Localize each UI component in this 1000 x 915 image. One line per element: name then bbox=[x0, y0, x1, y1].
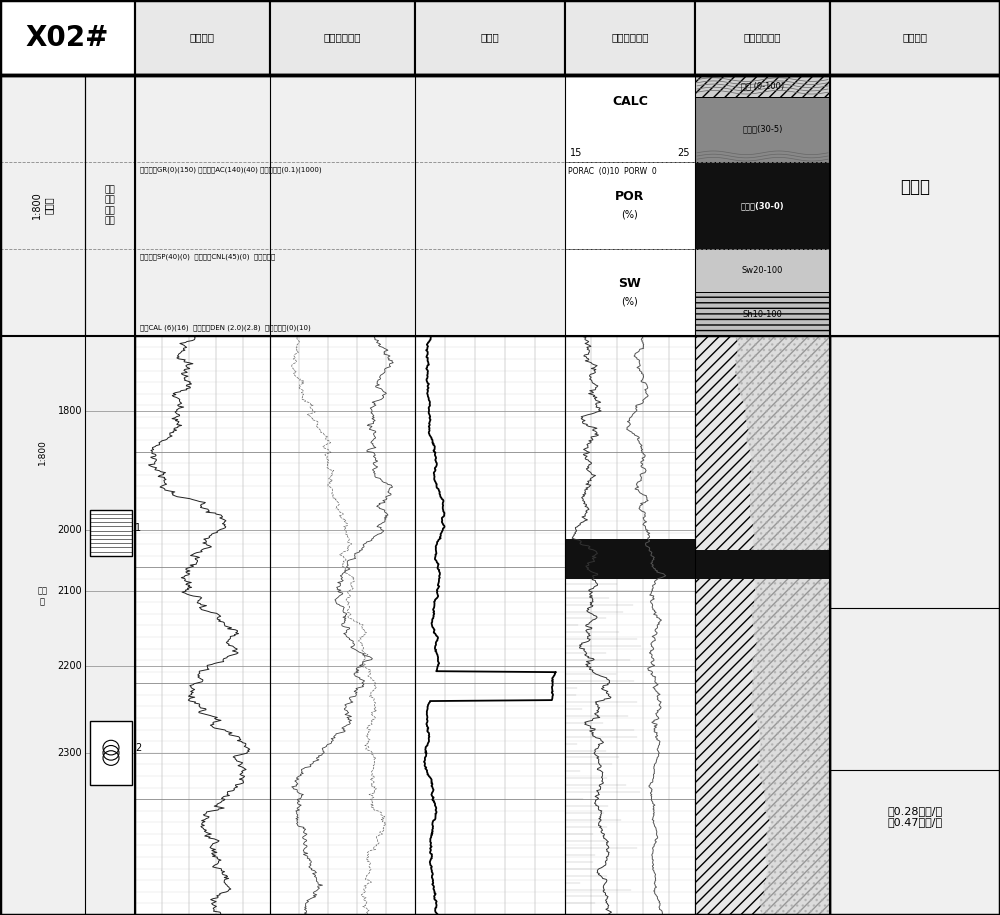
Text: 束缚气(30-0): 束缚气(30-0) bbox=[741, 201, 784, 210]
Bar bbox=[695, 336, 830, 915]
Text: 15: 15 bbox=[570, 148, 582, 158]
Bar bbox=[695, 97, 830, 162]
Bar bbox=[135, 336, 830, 915]
Text: POR: POR bbox=[615, 189, 645, 203]
Text: 岩性体积分析: 岩性体积分析 bbox=[744, 33, 781, 42]
Text: CALC: CALC bbox=[612, 94, 648, 108]
Text: 灰岩 (0-100): 灰岩 (0-100) bbox=[741, 81, 784, 91]
Text: PORAC  (0)10  PORW  0: PORAC (0)10 PORW 0 bbox=[568, 167, 657, 176]
Bar bbox=[695, 0, 830, 75]
Text: X02#: X02# bbox=[26, 24, 109, 51]
Text: 2200: 2200 bbox=[57, 661, 82, 671]
Text: 裂缝
参数
综合
评价: 裂缝 参数 综合 评价 bbox=[105, 186, 115, 225]
Bar bbox=[695, 292, 830, 336]
Bar bbox=[90, 721, 132, 785]
Bar bbox=[830, 0, 1000, 75]
Text: 测试结果: 测试结果 bbox=[902, 33, 928, 42]
Bar bbox=[565, 0, 695, 75]
Text: 日产量: 日产量 bbox=[900, 178, 930, 196]
Bar bbox=[695, 162, 830, 249]
Text: 电阻率: 电阻率 bbox=[481, 33, 499, 42]
Bar bbox=[270, 0, 415, 75]
Text: 2000: 2000 bbox=[57, 525, 82, 535]
Bar bbox=[695, 249, 830, 292]
Bar bbox=[695, 550, 830, 579]
Text: 气0.28万方/日
水0.47万方/日: 气0.28万方/日 水0.47万方/日 bbox=[887, 806, 943, 827]
Bar bbox=[565, 249, 695, 336]
Bar bbox=[90, 510, 132, 556]
Bar bbox=[830, 75, 1000, 336]
Text: 2300: 2300 bbox=[57, 748, 82, 758]
Text: SW: SW bbox=[619, 276, 641, 290]
Bar bbox=[135, 0, 270, 75]
Bar bbox=[0, 0, 135, 75]
Text: 岩性剖线: 岩性剖线 bbox=[190, 33, 215, 42]
Text: Sw20-100: Sw20-100 bbox=[742, 266, 783, 275]
Bar bbox=[565, 75, 695, 162]
Text: 2100: 2100 bbox=[57, 586, 82, 596]
Text: Sh10-100: Sh10-100 bbox=[743, 309, 782, 318]
Text: 1: 1 bbox=[135, 523, 141, 533]
Bar bbox=[695, 75, 830, 97]
Text: 自然电位SP(40)(0)  补偿中子CNL(45)(0)  浅侧电阻率: 自然电位SP(40)(0) 补偿中子CNL(45)(0) 浅侧电阻率 bbox=[140, 253, 275, 260]
Text: 25: 25 bbox=[678, 148, 690, 158]
Bar bbox=[0, 75, 1000, 336]
Text: 比例
尺: 比例 尺 bbox=[38, 587, 48, 606]
Bar bbox=[830, 336, 1000, 915]
Text: (%): (%) bbox=[622, 210, 638, 220]
Text: 2: 2 bbox=[135, 743, 141, 753]
Text: (%): (%) bbox=[622, 296, 638, 307]
Bar bbox=[415, 0, 565, 75]
Text: 流体性质分析: 流体性质分析 bbox=[611, 33, 649, 42]
Text: 1:800
比例尺: 1:800 比例尺 bbox=[32, 191, 53, 220]
Text: 自然电位GR(0)(150) 声波时差AC(140)(40) 深侧电阻率(0.1)(1000): 自然电位GR(0)(150) 声波时差AC(140)(40) 深侧电阻率(0.1… bbox=[140, 167, 322, 173]
Text: 1:800: 1:800 bbox=[38, 438, 47, 465]
Text: 可动气(30-5): 可动气(30-5) bbox=[742, 124, 783, 134]
Bar bbox=[135, 336, 1000, 915]
Bar bbox=[135, 75, 1000, 915]
Text: 三孔隙度测线: 三孔隙度测线 bbox=[324, 33, 361, 42]
Bar bbox=[0, 75, 1000, 336]
Text: 井径CAL (6)(16)  补偿密度DEN (2.0)(2.8)  测井型密度(0)(10): 井径CAL (6)(16) 补偿密度DEN (2.0)(2.8) 测井型密度(0… bbox=[140, 325, 311, 331]
Bar bbox=[565, 162, 695, 249]
Bar bbox=[565, 539, 695, 579]
Text: 1800: 1800 bbox=[58, 406, 82, 416]
